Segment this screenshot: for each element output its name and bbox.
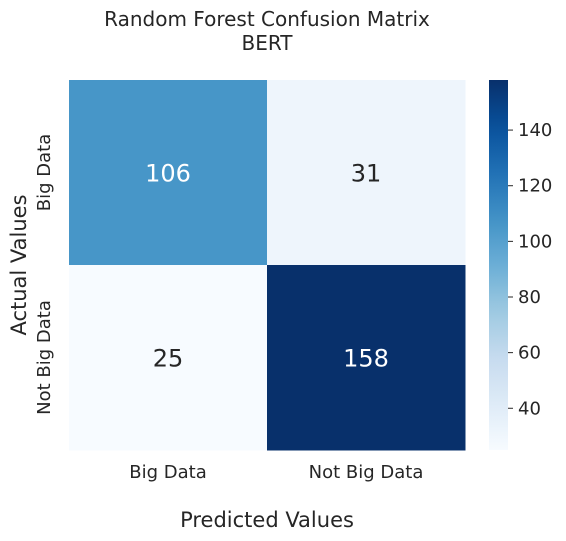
y-axis-label: Actual Values bbox=[7, 194, 31, 335]
chart-title: Random Forest Confusion Matrix bbox=[104, 7, 430, 31]
cell-value-label: 25 bbox=[153, 345, 184, 373]
colorbar-tick-label: 60 bbox=[518, 343, 541, 364]
colorbar bbox=[489, 80, 508, 450]
cell-value-label: 31 bbox=[351, 160, 382, 188]
heatmap-cells: 106 31 25 158 bbox=[69, 80, 466, 451]
heatmap-cell bbox=[267, 80, 466, 266]
x-tick-label: Not Big Data bbox=[309, 462, 424, 483]
heatmap-cell bbox=[69, 80, 268, 266]
y-tick-label: Big Data bbox=[34, 134, 55, 211]
cell-value-label: 106 bbox=[145, 160, 191, 188]
heatmap-cell bbox=[69, 265, 268, 451]
colorbar-tick-label: 140 bbox=[518, 120, 552, 141]
x-axis-label: Predicted Values bbox=[180, 508, 354, 532]
colorbar-ticks: 40 60 80 100 120 140 bbox=[508, 120, 552, 419]
colorbar-tick-label: 120 bbox=[518, 176, 552, 197]
x-tick-label: Big Data bbox=[129, 462, 206, 483]
colorbar-tick-label: 100 bbox=[518, 231, 552, 252]
y-tick-label: Not Big Data bbox=[34, 300, 55, 415]
chart-subtitle: BERT bbox=[241, 31, 293, 55]
colorbar-tick-label: 40 bbox=[518, 398, 541, 419]
colorbar-tick-label: 80 bbox=[518, 287, 541, 308]
y-tick-labels: Big Data Not Big Data bbox=[34, 134, 55, 415]
cell-value-label: 158 bbox=[343, 345, 389, 373]
heatmap-cell bbox=[267, 265, 466, 451]
x-tick-labels: Big Data Not Big Data bbox=[129, 462, 423, 483]
